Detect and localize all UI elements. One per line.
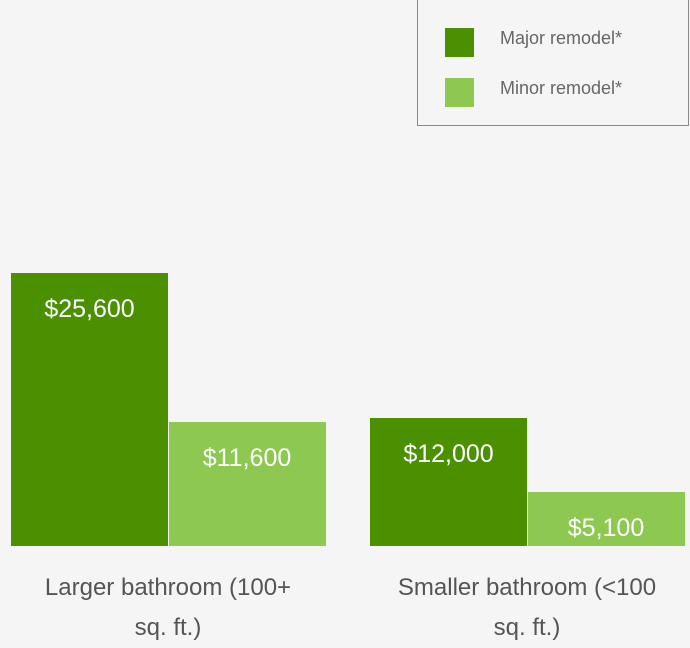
bar [370,418,527,546]
x-tick-label: Smaller bathroom (<100 sq. ft.) [397,574,657,641]
x-tick-label: Larger bathroom (100+ sq. ft.) [44,574,292,641]
value-label: $25,600 [44,295,135,323]
value-label: $11,600 [202,444,292,473]
bar [527,491,685,546]
legend: Major remodel* Minor remodel* [417,0,689,126]
legend-swatch [445,78,474,107]
legend-label: Major remodel* [500,28,623,48]
bar [11,273,168,546]
value-label: $12,000 [403,440,494,469]
bar [168,422,326,546]
legend-swatch [445,28,474,57]
legend-label: Minor remodel* [500,78,623,98]
value-label: $5,100 [567,513,645,542]
